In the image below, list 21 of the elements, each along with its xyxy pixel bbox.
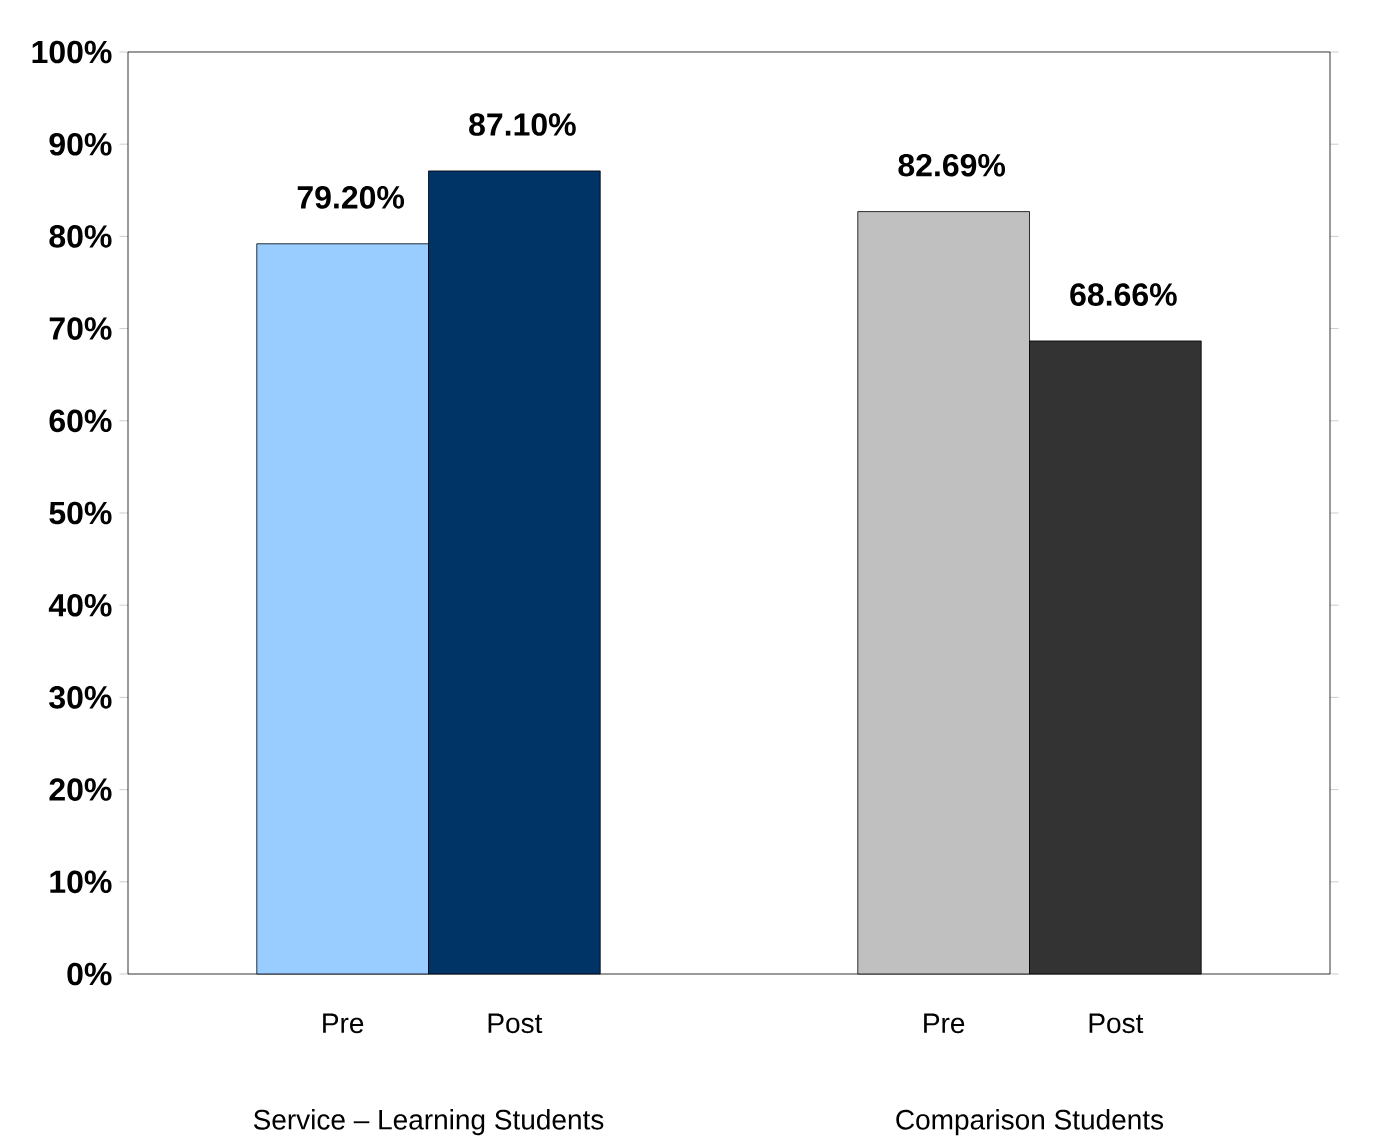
- y-tick-label: 80%: [49, 225, 112, 248]
- y-tick-label: 60%: [49, 409, 112, 433]
- y-tick-label: 70%: [49, 317, 112, 340]
- text: Comparison Students: [896, 1109, 1164, 1136]
- y-tick-label: 30%: [49, 686, 112, 709]
- x-tick-label: Post: [488, 1013, 543, 1034]
- y-tick-label: 100%: [32, 40, 112, 64]
- data-label: 79.20%: [297, 186, 405, 209]
- y-tick-label: 40%: [48, 593, 112, 617]
- y-tick-label: 10%: [50, 870, 112, 894]
- y-tick-label: 0%: [67, 962, 112, 986]
- x-tick-label: Pre: [924, 1013, 965, 1034]
- data-label: 68.66%: [1070, 283, 1177, 306]
- data-label: 82.69%: [898, 153, 1006, 177]
- y-tick-label: 90%: [49, 132, 112, 156]
- x-tick-label: Pre: [323, 1013, 364, 1034]
- y-tick-label: 50%: [49, 501, 112, 525]
- x-tick-label: Post: [1089, 1013, 1144, 1034]
- y-tick-label: 20%: [49, 778, 112, 801]
- data-label: 87.10%: [469, 113, 576, 136]
- text: Service – Learning Students: [253, 1109, 604, 1136]
